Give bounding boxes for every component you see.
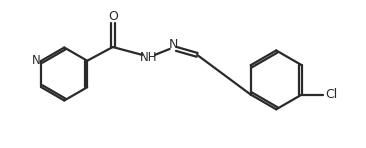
- Text: N: N: [169, 38, 178, 51]
- Text: O: O: [108, 10, 117, 23]
- Text: Cl: Cl: [325, 88, 337, 101]
- Text: NH: NH: [140, 51, 158, 64]
- Text: N: N: [32, 54, 41, 67]
